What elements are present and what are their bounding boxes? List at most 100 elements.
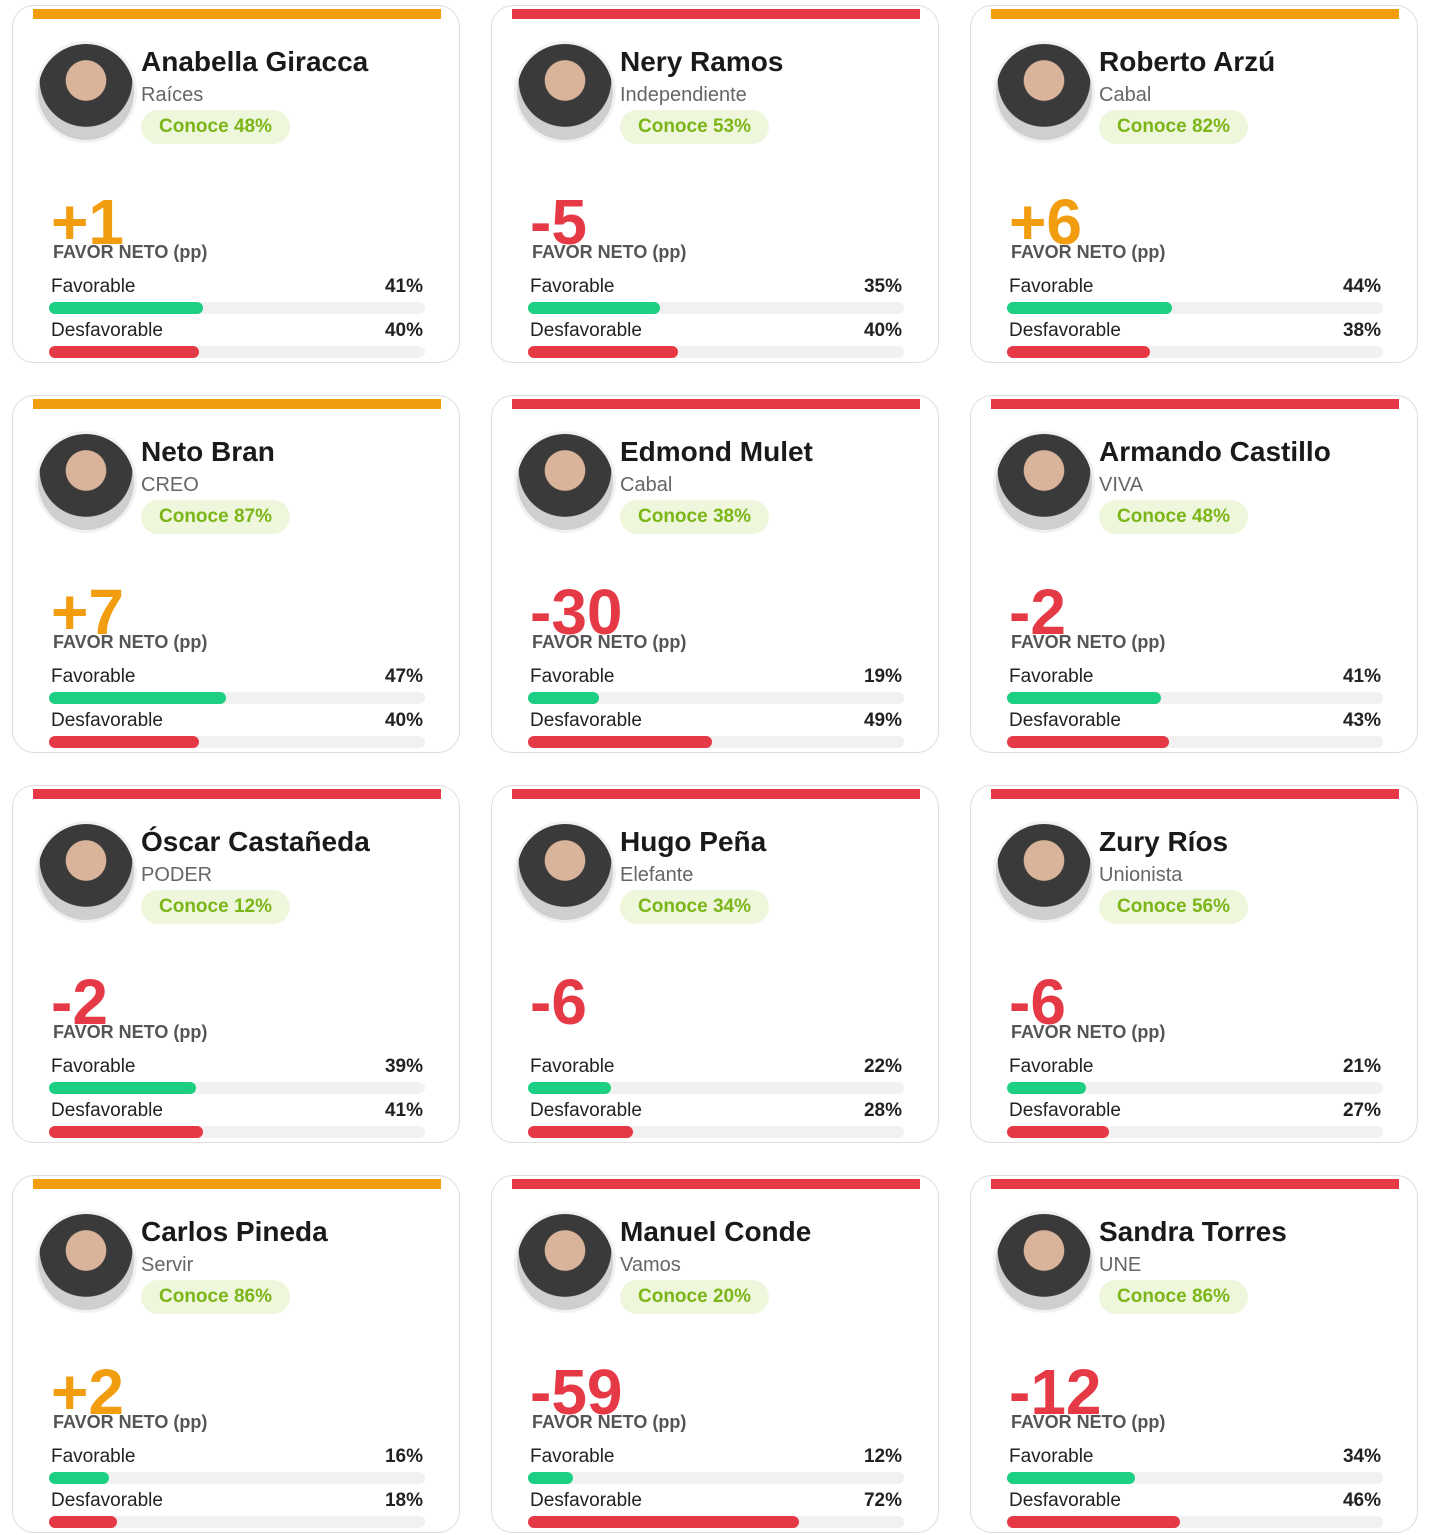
- party-name: Cabal: [620, 474, 672, 497]
- favorable-label: Favorable: [51, 276, 136, 298]
- desfavorable-value: 46%: [1343, 1490, 1381, 1512]
- candidate-name: Óscar Castañeda: [141, 826, 370, 858]
- favorable-bar: [49, 302, 203, 314]
- candidate-name: Neto Bran: [141, 436, 275, 468]
- favorable-value: 41%: [385, 276, 423, 298]
- desfavorable-label: Desfavorable: [51, 1490, 163, 1512]
- favorable-label: Favorable: [1009, 666, 1094, 688]
- favorable-label: Favorable: [51, 1446, 136, 1468]
- candidate-name: Hugo Peña: [620, 826, 766, 858]
- favorable-bar: [528, 302, 660, 314]
- page: Anabella GiraccaRaícesConoce 48%+1FAVOR …: [0, 0, 1444, 1535]
- favorable-label: Favorable: [1009, 1056, 1094, 1078]
- desfavorable-value: 40%: [385, 710, 423, 732]
- favorable-bar: [1007, 1472, 1135, 1484]
- desfavorable-label: Desfavorable: [1009, 710, 1121, 732]
- desfavorable-label: Desfavorable: [530, 710, 642, 732]
- desfavorable-bar: [1007, 346, 1150, 358]
- conoce-badge: Conoce 87%: [141, 500, 290, 534]
- favorable-bar: [49, 1472, 109, 1484]
- desfavorable-label: Desfavorable: [530, 320, 642, 342]
- net-label: FAVOR NETO (pp): [532, 632, 686, 653]
- net-label: FAVOR NETO (pp): [53, 242, 207, 263]
- accent-bar: [33, 789, 441, 799]
- favorable-label: Favorable: [530, 1056, 615, 1078]
- conoce-badge: Conoce 48%: [1099, 500, 1248, 534]
- accent-bar: [991, 1179, 1399, 1189]
- party-name: Independiente: [620, 84, 747, 107]
- net-label: FAVOR NETO (pp): [1011, 1022, 1165, 1043]
- party-name: Unionista: [1099, 864, 1182, 887]
- favorable-bar: [1007, 1082, 1086, 1094]
- desfavorable-bar: [49, 736, 199, 748]
- favorable-bar: [49, 692, 226, 704]
- desfavorable-value: 43%: [1343, 710, 1381, 732]
- accent-bar: [991, 9, 1399, 19]
- net-label: FAVOR NETO (pp): [53, 1412, 207, 1433]
- accent-bar: [33, 9, 441, 19]
- favorable-track: [528, 692, 904, 704]
- candidate-name: Roberto Arzú: [1099, 46, 1275, 78]
- net-favor: -6: [530, 964, 587, 1040]
- desfavorable-value: 38%: [1343, 320, 1381, 342]
- favorable-bar: [1007, 692, 1161, 704]
- favorable-label: Favorable: [530, 276, 615, 298]
- desfavorable-bar: [1007, 1126, 1109, 1138]
- candidate-photo: [35, 1211, 137, 1313]
- accent-bar: [33, 1179, 441, 1189]
- candidate-name: Anabella Giracca: [141, 46, 368, 78]
- candidate-photo: [514, 431, 616, 533]
- conoce-badge: Conoce 53%: [620, 110, 769, 144]
- favorable-track: [528, 1472, 904, 1484]
- party-name: PODER: [141, 864, 212, 887]
- desfavorable-bar: [49, 346, 199, 358]
- party-name: Cabal: [1099, 84, 1151, 107]
- candidate-name: Armando Castillo: [1099, 436, 1331, 468]
- desfavorable-value: 49%: [864, 710, 902, 732]
- desfavorable-label: Desfavorable: [51, 1100, 163, 1122]
- favorable-bar: [1007, 302, 1172, 314]
- candidate-photo: [35, 821, 137, 923]
- candidate-photo: [514, 821, 616, 923]
- desfavorable-track: [528, 346, 904, 358]
- favorable-track: [49, 1082, 425, 1094]
- desfavorable-track: [528, 1516, 904, 1528]
- candidate-name: Zury Ríos: [1099, 826, 1228, 858]
- conoce-badge: Conoce 20%: [620, 1280, 769, 1314]
- conoce-badge: Conoce 82%: [1099, 110, 1248, 144]
- accent-bar: [991, 789, 1399, 799]
- favorable-value: 22%: [864, 1056, 902, 1078]
- favorable-bar: [528, 1472, 573, 1484]
- desfavorable-value: 40%: [864, 320, 902, 342]
- desfavorable-value: 28%: [864, 1100, 902, 1122]
- desfavorable-label: Desfavorable: [1009, 320, 1121, 342]
- favorable-value: 39%: [385, 1056, 423, 1078]
- candidate-name: Carlos Pineda: [141, 1216, 328, 1248]
- party-name: VIVA: [1099, 474, 1143, 497]
- favorable-bar: [528, 692, 599, 704]
- net-label: FAVOR NETO (pp): [1011, 632, 1165, 653]
- favorable-track: [1007, 1082, 1383, 1094]
- favorable-track: [49, 1472, 425, 1484]
- favorable-value: 21%: [1343, 1056, 1381, 1078]
- accent-bar: [512, 399, 920, 409]
- favorable-label: Favorable: [530, 1446, 615, 1468]
- favorable-label: Favorable: [1009, 276, 1094, 298]
- favorable-track: [528, 1082, 904, 1094]
- candidate-card: Carlos PinedaServirConoce 86%+2FAVOR NET…: [12, 1175, 460, 1533]
- desfavorable-label: Desfavorable: [1009, 1490, 1121, 1512]
- favorable-track: [49, 302, 425, 314]
- party-name: CREO: [141, 474, 199, 497]
- accent-bar: [33, 399, 441, 409]
- favorable-value: 35%: [864, 276, 902, 298]
- candidate-photo: [993, 41, 1095, 143]
- conoce-badge: Conoce 12%: [141, 890, 290, 924]
- desfavorable-label: Desfavorable: [530, 1490, 642, 1512]
- favorable-value: 12%: [864, 1446, 902, 1468]
- conoce-badge: Conoce 48%: [141, 110, 290, 144]
- desfavorable-track: [528, 736, 904, 748]
- candidate-card: Nery RamosIndependienteConoce 53%-5FAVOR…: [491, 5, 939, 363]
- desfavorable-label: Desfavorable: [1009, 1100, 1121, 1122]
